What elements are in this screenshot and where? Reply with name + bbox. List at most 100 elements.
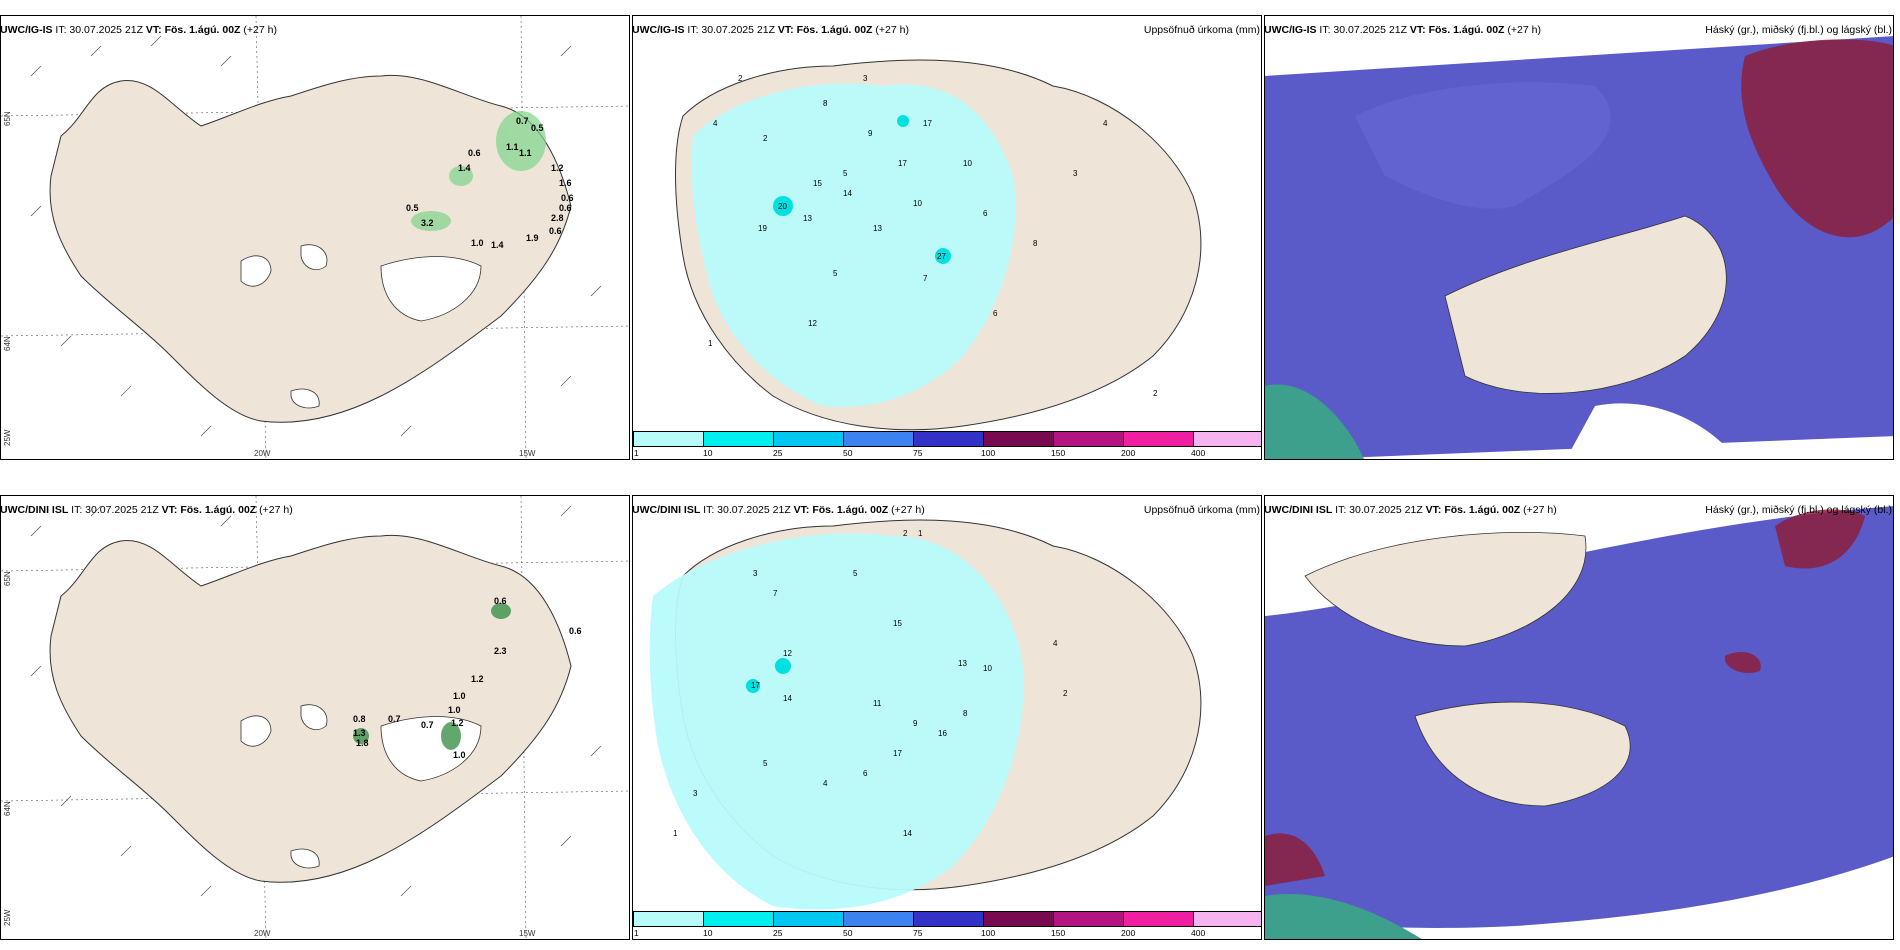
wind-label: 0.6 [559,203,572,213]
wind-label: 0.5 [406,203,419,213]
svg-text:2: 2 [763,134,768,143]
model-name: UWC/IG-IS [632,24,685,36]
precip-max [773,196,793,216]
legend-swatch [913,911,984,927]
high-cloud-green [1265,894,1422,939]
svg-text:4: 4 [823,779,828,788]
precip-map-1: 2 3 4 2 8 5 9 17 13 10 15 17 14 20 19 27… [633,16,1261,459]
svg-text:27: 27 [937,252,946,261]
legend-swatch [703,431,774,447]
svg-text:10: 10 [983,664,992,673]
precip-max [746,679,760,693]
wind-label: 2.8 [551,213,564,223]
vt-label: VT: [793,504,810,516]
svg-text:8: 8 [963,709,968,718]
legend-tick: 50 [843,448,853,458]
lon-label-25w: 25W [3,429,12,446]
wind-label: 0.6 [494,596,507,606]
legend-swatch [1053,431,1124,447]
valid-time: Fös. 1.ágú. 00Z [164,24,241,36]
lead-time: (+27 h) [243,24,277,36]
legend-tick: 150 [1051,928,1066,938]
row2-precip-panel: 2 1 3 5 7 17 12 15 13 14 16 10 11 9 8 4 … [632,495,1262,940]
svg-text:10: 10 [913,199,922,208]
glacier-vatnajokull [380,256,482,322]
row2-wind-panel: 0.6 0.6 2.3 1.2 1.0 1.0 0.8 1.3 0.7 0.7 … [0,495,630,940]
svg-text:14: 14 [843,189,852,198]
precip-legend: 1 10 25 50 75 100 150 200 400 [633,909,1261,939]
valid-time: Fös. 1.ágú. 00Z [1444,504,1521,516]
wind-map-1: 0.7 0.5 0.6 1.1 1.1 1.4 1.2 1.6 0.6 0.6 … [1,16,629,459]
model-name: UWC/DINI ISL [632,504,701,516]
svg-text:7: 7 [923,274,928,283]
wind-label: 1.2 [551,163,564,173]
svg-text:11: 11 [873,699,882,708]
vt-label: VT: [1409,24,1426,36]
init-time: IT: 30.07.2025 21Z [1319,24,1407,36]
svg-text:1: 1 [918,529,923,538]
legend-swatch [773,911,844,927]
svg-text:3: 3 [863,74,868,83]
clear-sky [1566,403,1725,459]
lon-label-20w: 20W [254,449,271,458]
legend-swatch [633,911,704,927]
model-name: UWC/DINI ISL [1264,504,1333,516]
high-cloud [1265,833,1325,886]
wind-label: 1.0 [453,750,466,760]
svg-text:6: 6 [983,209,988,218]
init-time: IT: 30.07.2025 21Z [71,504,159,516]
valid-time: Fös. 1.ágú. 00Z [796,24,873,36]
high-cloud [1725,651,1761,673]
legend-swatch [1053,911,1124,927]
iceland-landmass-south [1414,701,1631,807]
legend-tick: 200 [1121,448,1136,458]
row1-cloud-header: UWC/IG-IS IT: 30.07.2025 21Z VT: Fös. 1.… [1264,22,1894,38]
wind-label: 1.0 [453,691,466,701]
svg-text:13: 13 [873,224,882,233]
svg-text:15: 15 [893,619,902,628]
svg-text:15: 15 [813,179,822,188]
iceland-landmass [1304,532,1587,647]
lat-label-64n: 64N [3,801,12,816]
lon-label-15w: 15W [519,929,536,938]
precip-shading [411,111,546,231]
svg-text:17: 17 [751,681,760,690]
wind-label: 0.7 [388,714,401,724]
svg-text:10: 10 [963,159,972,168]
wind-label: 1.2 [451,718,464,728]
legend-tick: 150 [1051,448,1066,458]
precip-shading [649,533,1024,910]
mid-cloud [1355,82,1611,209]
init-time: IT: 30.07.2025 21Z [687,24,775,36]
wind-map-2: 0.6 0.6 2.3 1.2 1.0 1.0 0.8 1.3 0.7 0.7 … [1,496,629,939]
lon-label-15w: 15W [519,449,536,458]
svg-text:1: 1 [708,339,713,348]
wind-label: 1.3 [353,728,366,738]
glacier-langjokull [240,715,272,747]
wind-barbs [30,505,602,897]
cloud-title: Háský (gr.), miðský (fj.bl.) og lágský (… [1705,24,1892,36]
precip-legend: 1 10 25 50 75 100 150 200 400 [633,429,1261,459]
svg-text:1: 1 [673,829,678,838]
svg-text:3: 3 [753,569,758,578]
model-name: UWC/IG-IS [1264,24,1317,36]
svg-text:4: 4 [713,119,718,128]
svg-text:12: 12 [808,319,817,328]
row2-precip-header: UWC/DINI ISL IT: 30.07.2025 21Z VT: Fös.… [632,502,1262,518]
cloud-title: Háský (gr.), miðský (fj.bl.) og lágský (… [1705,504,1892,516]
legend-tick: 400 [1191,448,1206,458]
precip-labels: 2 1 3 5 7 17 12 15 13 14 16 10 11 9 8 4 … [673,529,1068,838]
vt-label: VT: [777,24,794,36]
wind-label: 1.9 [526,233,539,243]
wind-label: 1.0 [471,238,484,248]
vt-label: VT: [145,24,162,36]
high-cloud [1775,509,1865,569]
glacier-langjokull [240,255,272,287]
wind-label: 1.2 [471,674,484,684]
wind-label: 0.5 [531,123,544,133]
glacier-hofsjokull [300,704,328,730]
cloud-map-2 [1265,496,1893,939]
precip-title: Uppsöfnuð úrkoma (mm) [1143,504,1260,516]
lead-time: (+27 h) [891,504,925,516]
valid-time: Fös. 1.ágú. 00Z [812,504,889,516]
